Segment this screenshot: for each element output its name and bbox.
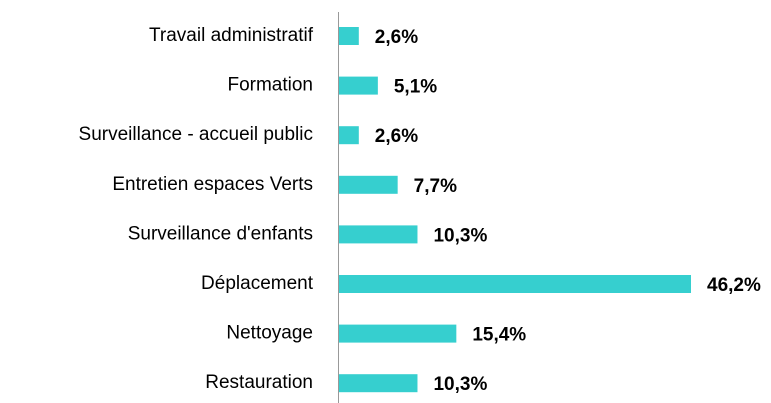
value-label: 2,6% (375, 27, 418, 48)
category-label: Surveillance - accueil public (79, 124, 313, 145)
value-label: 5,1% (394, 77, 437, 98)
bar (339, 275, 691, 293)
bar (339, 175, 398, 194)
value-label: 7,7% (414, 176, 457, 197)
category-label: Nettoyage (226, 323, 313, 344)
bar (339, 27, 359, 45)
value-label: 46,2% (707, 275, 761, 296)
category-label: Formation (227, 75, 313, 96)
bar (339, 324, 457, 343)
category-label: Travail administratif (149, 25, 314, 46)
bar (339, 126, 359, 145)
bar (339, 225, 418, 244)
value-label: 10,3% (433, 225, 487, 246)
category-label: Déplacement (201, 273, 314, 294)
value-label: 2,6% (375, 126, 418, 147)
bar (339, 76, 378, 95)
category-label: Entretien espaces Verts (112, 174, 313, 195)
value-label: 15,4% (472, 325, 526, 346)
bar (339, 374, 418, 393)
category-label: Surveillance d'enfants (128, 223, 313, 244)
value-label: 10,3% (433, 374, 487, 395)
category-label: Restauration (205, 372, 313, 393)
